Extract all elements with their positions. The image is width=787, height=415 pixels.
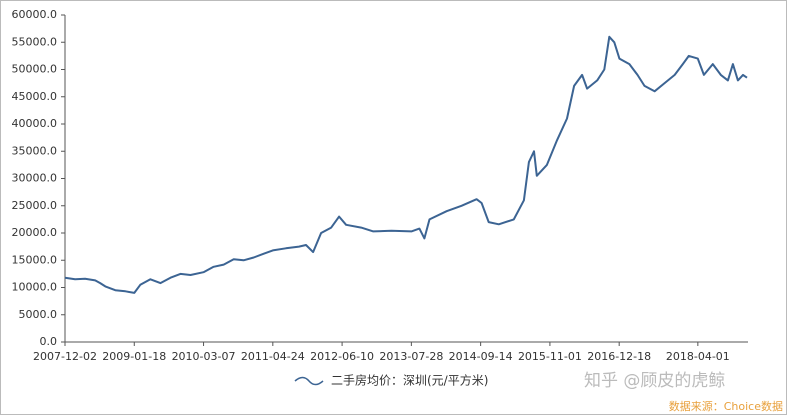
x-tick-label: 2015-11-01 — [518, 350, 582, 363]
y-tick-label: 10000.0 — [12, 281, 58, 294]
legend-label: 二手房均价：深圳(元/平方米) — [331, 373, 488, 388]
source-note: 数据来源：Choice数据 — [669, 399, 783, 413]
y-tick-label: 5000.0 — [19, 308, 58, 321]
watermark: 知乎 @顾皮的虎鲸 — [584, 371, 725, 391]
legend-swatch — [294, 376, 324, 386]
y-tick-label: 50000.0 — [12, 63, 58, 76]
x-tick-label: 2009-01-18 — [102, 350, 166, 363]
x-tick-label: 2014-09-14 — [449, 350, 513, 363]
x-tick-label: 2016-12-18 — [587, 350, 651, 363]
x-tick-label: 2018-04-01 — [666, 350, 730, 363]
y-tick-label: 35000.0 — [12, 144, 58, 157]
x-tick-label: 2010-03-07 — [172, 350, 236, 363]
y-tick-label: 55000.0 — [12, 35, 58, 48]
y-tick-label: 25000.0 — [12, 199, 58, 212]
x-tick-label: 2012-06-10 — [310, 350, 374, 363]
y-tick-label: 40000.0 — [12, 117, 58, 130]
data-line — [64, 35, 748, 294]
x-tick-label: 2011-04-24 — [241, 350, 305, 363]
y-tick-label: 60000.0 — [12, 8, 58, 21]
y-tick-label: 15000.0 — [12, 253, 58, 266]
y-tick-label: 45000.0 — [12, 90, 58, 103]
y-tick-label: 30000.0 — [12, 172, 58, 185]
x-tick-label: 2013-07-28 — [379, 350, 443, 363]
y-tick-label: 20000.0 — [12, 226, 58, 239]
y-tick-label: 0.0 — [40, 335, 58, 348]
x-tick-label: 2007-12-02 — [33, 350, 97, 363]
